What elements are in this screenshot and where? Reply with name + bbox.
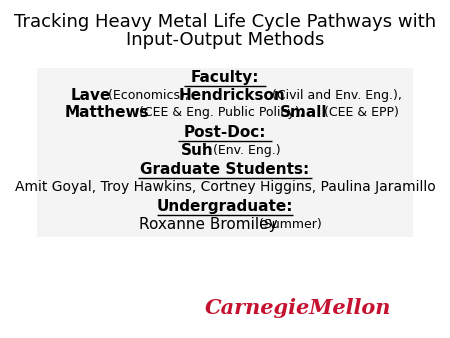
Text: (Env. Eng.): (Env. Eng.) (209, 144, 280, 156)
Text: Small: Small (280, 105, 327, 120)
Text: Matthews: Matthews (64, 105, 149, 120)
Text: Post-Doc:: Post-Doc: (184, 125, 266, 140)
Text: Graduate Students:: Graduate Students: (140, 162, 310, 177)
Text: Tracking Heavy Metal Life Cycle Pathways with: Tracking Heavy Metal Life Cycle Pathways… (14, 13, 436, 31)
Text: (CEE & Eng. Public Policy),: (CEE & Eng. Public Policy), (135, 106, 308, 119)
Text: Lave: Lave (70, 88, 111, 103)
Text: Roxanne Bromiley: Roxanne Bromiley (139, 217, 278, 232)
Text: (Summer): (Summer) (255, 218, 322, 231)
Text: (CEE & EPP): (CEE & EPP) (320, 106, 398, 119)
Bar (37, 68, 413, 243)
Text: (Economics),: (Economics), (104, 89, 193, 102)
Text: Undergraduate:: Undergraduate: (157, 199, 293, 214)
Text: (Civil and Env. Eng.),: (Civil and Env. Eng.), (268, 89, 401, 102)
Text: Faculty:: Faculty: (191, 70, 259, 85)
Text: CarnegieMellon: CarnegieMellon (204, 298, 391, 318)
Text: Amit Goyal, Troy Hawkins, Cortney Higgins, Paulina Jaramillo: Amit Goyal, Troy Hawkins, Cortney Higgin… (14, 180, 436, 194)
Text: Suh: Suh (181, 143, 214, 158)
Text: Hendrickson: Hendrickson (178, 88, 285, 103)
Bar (37, 68, 413, 338)
Bar (37, 0, 413, 68)
Text: Input-Output Methods: Input-Output Methods (126, 30, 324, 49)
Bar (37, 237, 413, 338)
